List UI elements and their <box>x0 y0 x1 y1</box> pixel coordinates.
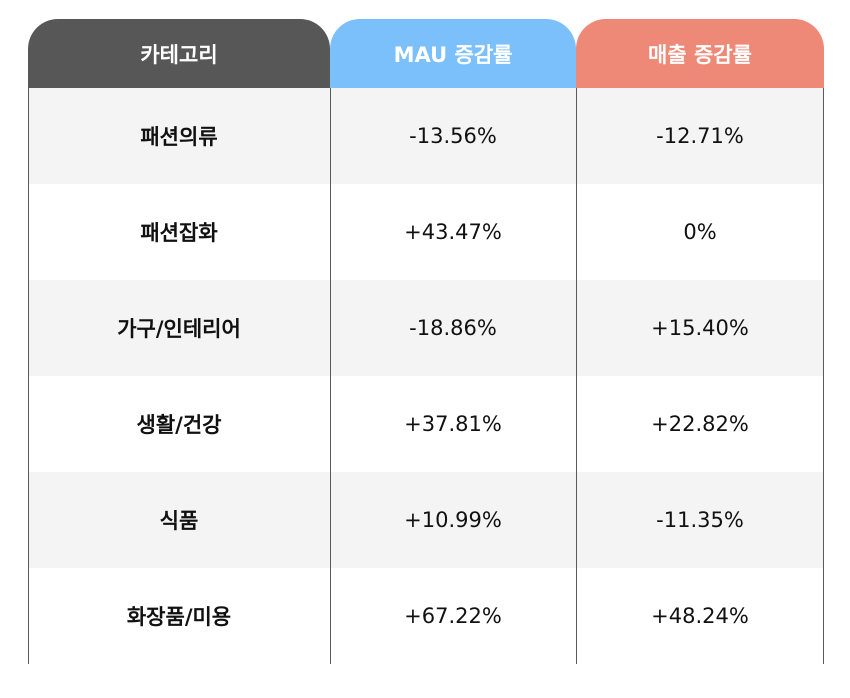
mau-growth-cell: +67.22% <box>404 604 502 628</box>
column-divider <box>330 88 331 664</box>
mau-growth-cell: +10.99% <box>404 508 502 532</box>
header-revenue-growth: 매출 증감률 <box>576 19 824 88</box>
table-row: 생활/건강 +37.81% +22.82% <box>28 376 824 472</box>
revenue-growth-cell: +15.40% <box>651 316 749 340</box>
table-header: 카테고리 MAU 증감률 매출 증감률 <box>28 19 824 88</box>
mau-growth-cell: +43.47% <box>404 220 502 244</box>
table-row: 가구/인테리어 -18.86% +15.40% <box>28 280 824 376</box>
revenue-growth-cell: +48.24% <box>651 604 749 628</box>
revenue-growth-cell: +22.82% <box>651 412 749 436</box>
header-mau-growth: MAU 증감률 <box>330 19 576 88</box>
table-row: 패션잡화 +43.47% 0% <box>28 184 824 280</box>
table-row: 식품 +10.99% -11.35% <box>28 472 824 568</box>
revenue-growth-cell: -12.71% <box>656 124 744 148</box>
category-cell: 패션의류 <box>140 125 218 149</box>
category-cell: 생활/건강 <box>136 413 222 437</box>
table-body: 패션의류 -13.56% -12.71% 패션잡화 +43.47% 0% 가구/… <box>28 88 824 664</box>
category-cell: 가구/인테리어 <box>117 317 241 341</box>
column-divider <box>576 88 577 664</box>
category-cell: 식품 <box>159 509 199 533</box>
table-row: 패션의류 -13.56% -12.71% <box>28 88 824 184</box>
table-row: 화장품/미용 +67.22% +48.24% <box>28 568 824 664</box>
revenue-growth-cell: 0% <box>683 220 717 244</box>
category-cell: 화장품/미용 <box>126 605 232 629</box>
mau-growth-cell: +37.81% <box>404 412 502 436</box>
growth-table: 카테고리 MAU 증감률 매출 증감률 패션의류 -13.56% -12.71%… <box>28 19 824 664</box>
table-border-right <box>823 88 824 664</box>
mau-growth-cell: -18.86% <box>409 316 497 340</box>
header-category: 카테고리 <box>28 19 330 88</box>
revenue-growth-cell: -11.35% <box>656 508 744 532</box>
category-cell: 패션잡화 <box>140 221 218 245</box>
table-border-left <box>28 88 29 664</box>
mau-growth-cell: -13.56% <box>409 124 497 148</box>
